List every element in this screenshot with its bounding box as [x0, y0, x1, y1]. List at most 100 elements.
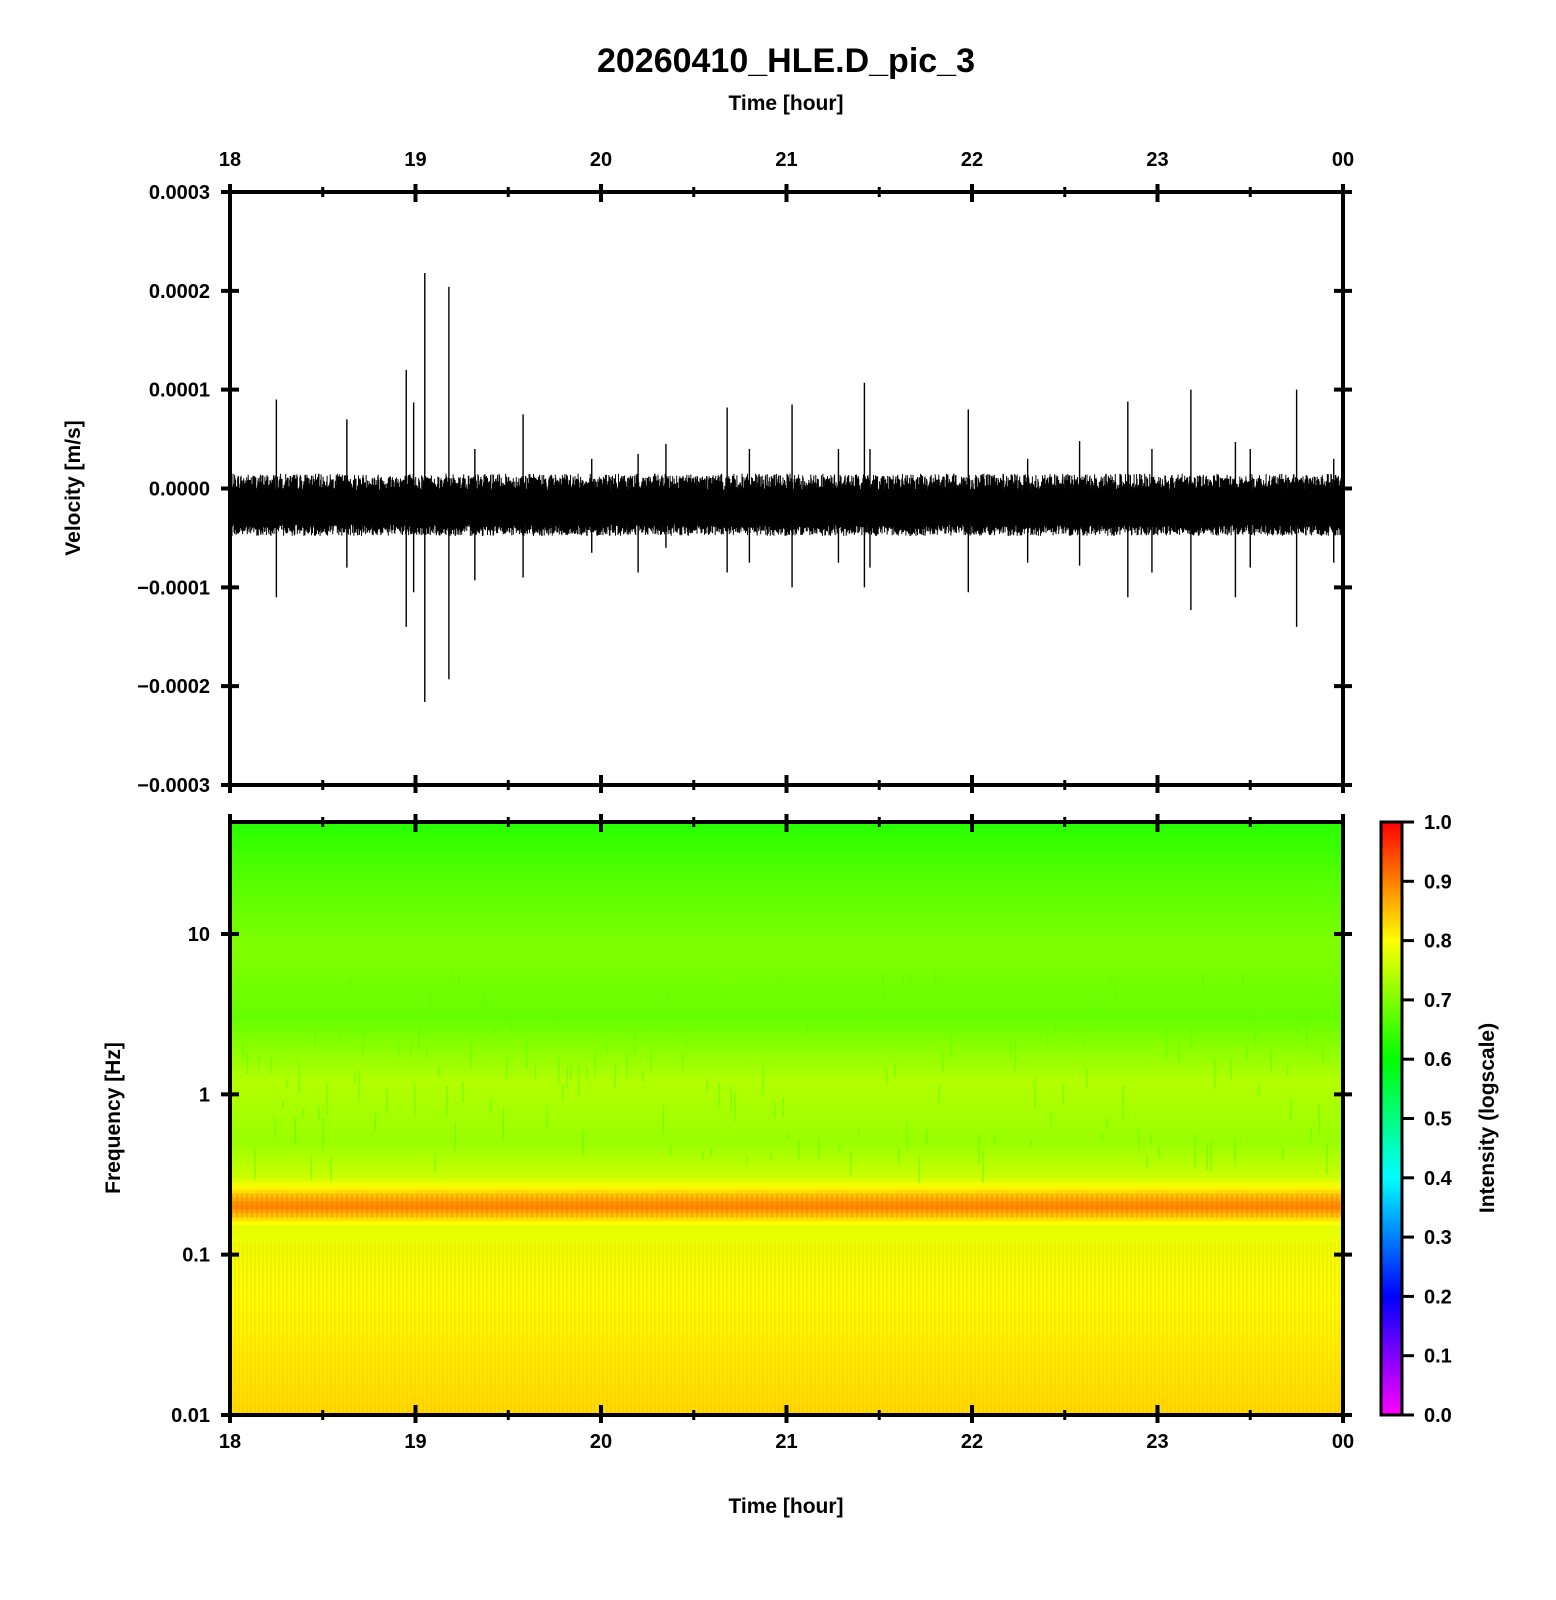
- chart-title: 20260410_HLE.D_pic_3: [597, 42, 975, 80]
- spectrogram-band: [230, 1165, 1343, 1171]
- spectrogram-band: [230, 1035, 1343, 1041]
- spectrogram-band: [230, 960, 1343, 965]
- spectrogram-band: [230, 1316, 1343, 1321]
- spectrogram-band: [230, 1213, 1343, 1218]
- spectrogram-band: [230, 1169, 1343, 1175]
- spectrogram-band: [230, 857, 1343, 863]
- spectrogram-band: [230, 1102, 1343, 1108]
- spectrogram-band: [230, 1229, 1343, 1234]
- spectrogram-band: [230, 1075, 1343, 1080]
- seismogram-panel: 18 19 20 21 22 23 00 0.0003 0.0002 0.0001 0.0000 −…: [62, 149, 1354, 797]
- spectrogram-band: [230, 991, 1343, 997]
- y-tick-label: 0.0000: [149, 479, 210, 501]
- spectrogram-band: [230, 1051, 1343, 1056]
- spectrogram-band: [230, 901, 1343, 906]
- x-tick-label: 20: [590, 1431, 612, 1453]
- spectrogram-band: [230, 995, 1343, 1001]
- spectrogram-band: [230, 1189, 1343, 1195]
- x-tick-label: 21: [775, 149, 797, 171]
- spectrogram-band: [230, 1142, 1343, 1147]
- spectrogram-band: [230, 885, 1343, 890]
- colorbar-tick-label: 0.4: [1424, 1168, 1453, 1190]
- colorbar-tick-label: 0.1: [1424, 1346, 1452, 1368]
- spectrogram-band: [230, 924, 1343, 930]
- spectrogram-band: [230, 1300, 1343, 1305]
- spectrogram-band: [230, 976, 1343, 981]
- spectrogram-band: [230, 1185, 1343, 1191]
- spectrogram-band: [230, 1134, 1343, 1139]
- spectrogram-band: [230, 940, 1343, 946]
- spectrogram-band: [230, 1296, 1343, 1301]
- spectrogram-band: [230, 1098, 1343, 1104]
- spectrogram-band: [230, 1391, 1343, 1396]
- spectrogram-band: [230, 1082, 1343, 1088]
- spectrogram-band: [230, 1130, 1343, 1135]
- spectrogram-band: [230, 1090, 1343, 1096]
- spectrogram-band: [230, 1363, 1343, 1369]
- x-tick-label: 00: [1332, 149, 1354, 171]
- spectrogram-band: [230, 1003, 1343, 1009]
- colorbar-tick-label: 0.0: [1424, 1405, 1452, 1427]
- y-tick-label: −0.0003: [137, 775, 210, 797]
- spectrogram-band: [230, 1272, 1343, 1278]
- y-tick-label: 0.0001: [149, 380, 210, 402]
- spectrogram-band: [230, 984, 1343, 989]
- seismogram-x-ticks: 18 19 20 21 22 23 00: [219, 149, 1354, 793]
- spectrogram-band: [230, 1221, 1343, 1226]
- spectrogram-band: [230, 1308, 1343, 1313]
- spectrogram-band: [230, 1217, 1343, 1222]
- spectrogram-band: [230, 1122, 1343, 1127]
- colorbar-ticks: 1.0 0.9 0.8 0.7 0.6 0.5 0.4 0.3 0.2 0.1 0.0: [1402, 812, 1453, 1427]
- x-tick-label: 23: [1146, 1431, 1168, 1453]
- spectrogram-band: [230, 980, 1343, 985]
- spectrogram-band: [230, 1086, 1343, 1092]
- spectrogram-band: [230, 1161, 1343, 1167]
- x-tick-label: 00: [1332, 1431, 1354, 1453]
- spectrogram-texture: [230, 970, 1343, 1415]
- spectrogram-band: [230, 1015, 1343, 1021]
- spectrogram-band: [230, 849, 1343, 855]
- y-tick-label: 0.0003: [149, 182, 210, 204]
- colorbar-tick-label: 0.5: [1424, 1109, 1452, 1131]
- spectrogram-y-ticks: 10 1 0.1 0.01: [171, 924, 1352, 1427]
- spectrogram-band: [230, 1284, 1343, 1290]
- spectrogram-band: [230, 1193, 1343, 1199]
- spectrogram-band: [230, 1078, 1343, 1084]
- spectrogram-band: [230, 1150, 1343, 1155]
- spectrogram-band: [230, 952, 1343, 958]
- spectrogram-band: [230, 833, 1343, 839]
- x-tick-label: 21: [775, 1431, 797, 1453]
- spectrogram-band: [230, 1138, 1343, 1143]
- spectrogram-band: [230, 1233, 1343, 1238]
- spectrogram-band: [230, 1399, 1343, 1404]
- colorbar-tick-label: 0.7: [1424, 990, 1452, 1012]
- spectrogram-band: [230, 1201, 1343, 1207]
- spectrogram-band: [230, 1181, 1343, 1187]
- spectrogram-band: [230, 1177, 1343, 1183]
- spectrogram-band: [230, 1043, 1343, 1048]
- spectrogram-band: [230, 1237, 1343, 1242]
- spectrogram-band: [230, 948, 1343, 954]
- spectrogram-band: [230, 853, 1343, 859]
- spectrogram-band: [230, 1260, 1343, 1266]
- colorbar-tick-label: 1.0: [1424, 812, 1452, 834]
- spectrogram-band: [230, 1343, 1343, 1349]
- spectrogram-band: [230, 869, 1343, 874]
- spectrogram-band: [230, 893, 1343, 898]
- spectrogram-band: [230, 1241, 1343, 1246]
- spectrogram-band: [230, 1276, 1343, 1282]
- colorbar-tick-label: 0.3: [1424, 1227, 1452, 1249]
- spectrogram-band: [230, 1094, 1343, 1100]
- y-tick-label: 10: [188, 924, 210, 946]
- spectrogram-band: [230, 1280, 1343, 1286]
- spectrogram-band: [230, 1335, 1343, 1341]
- spectrogram-band: [230, 1106, 1343, 1112]
- spectrogram-band: [230, 1395, 1343, 1400]
- spectrogram-band: [230, 908, 1343, 914]
- spectrogram-band: [230, 1114, 1343, 1120]
- seismogram-spikes: [275, 273, 1335, 702]
- spectrogram-band: [230, 1339, 1343, 1345]
- y-tick-label: 1: [199, 1084, 210, 1106]
- spectrogram-band: [230, 944, 1343, 950]
